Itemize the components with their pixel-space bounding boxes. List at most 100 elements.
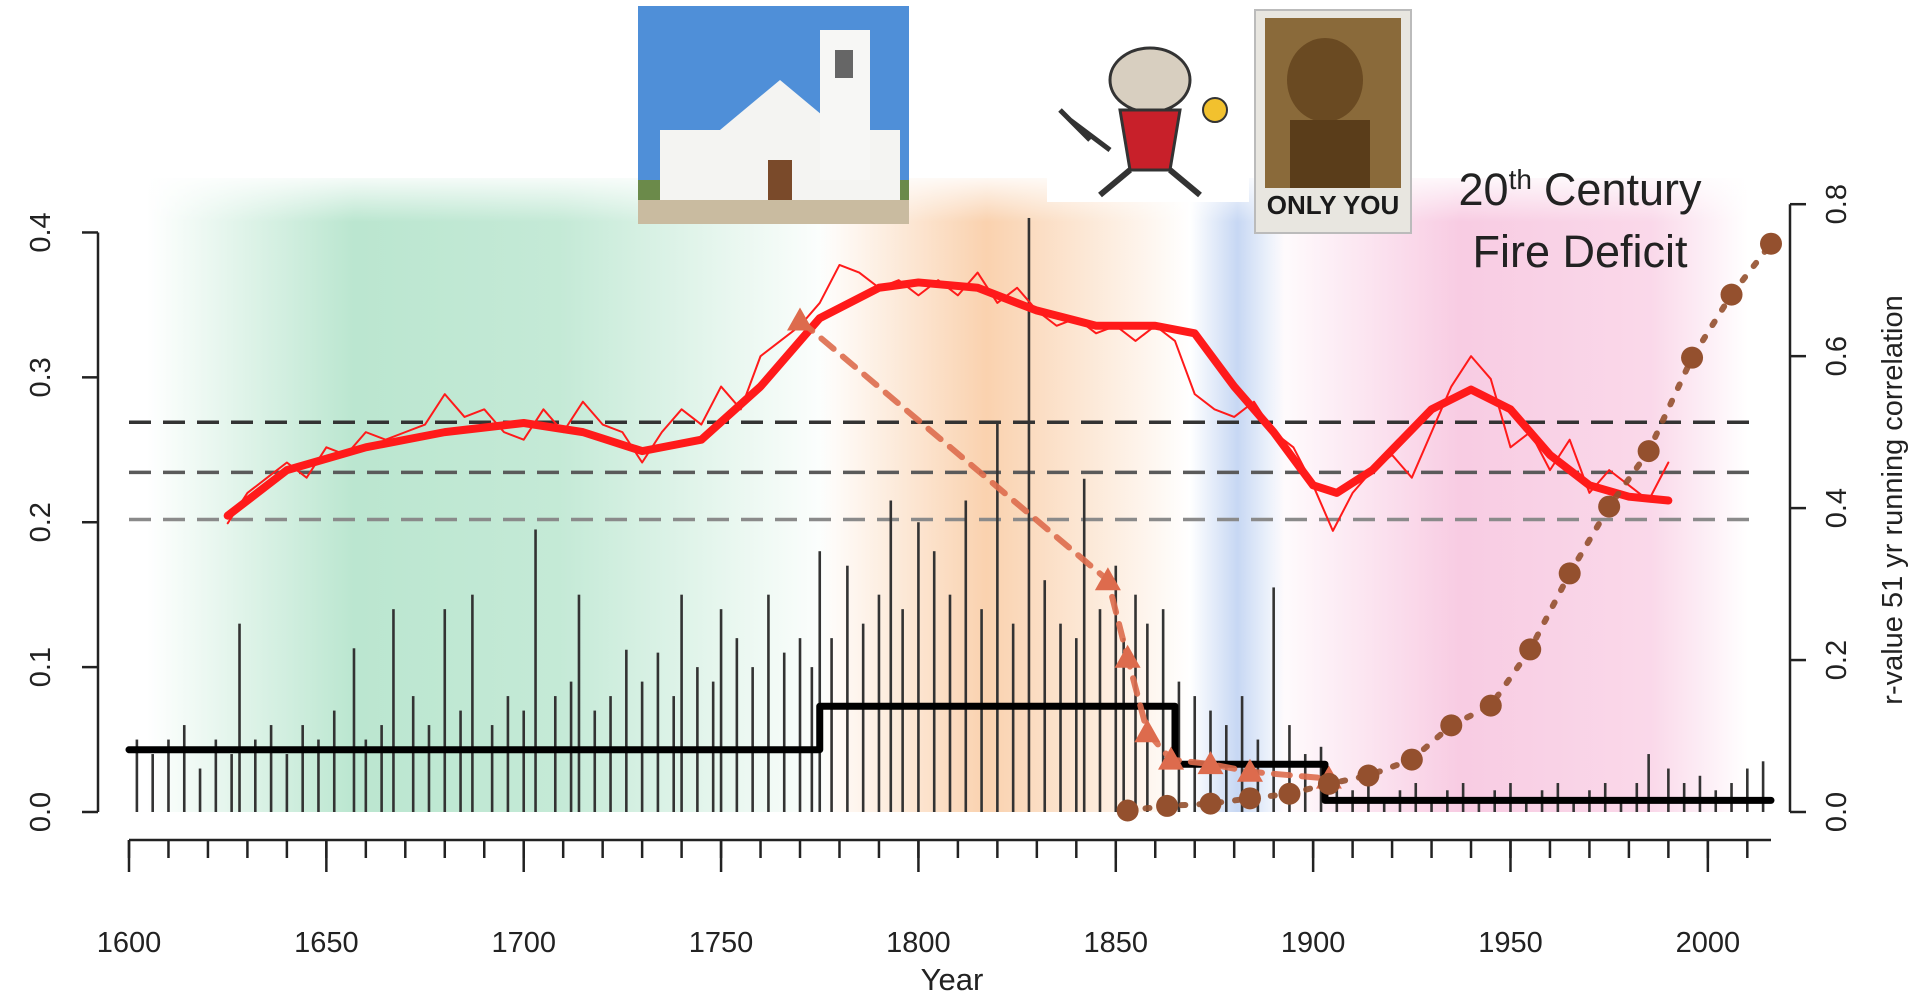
y2-tick-label: 0.6	[1821, 336, 1853, 376]
x-tick-label: 1700	[491, 927, 556, 959]
bar	[1272, 587, 1275, 812]
circle-point	[1200, 793, 1222, 815]
bear-head	[1287, 38, 1363, 122]
y2-tick-label: 0.8	[1821, 184, 1853, 224]
bar	[301, 725, 304, 812]
body	[1120, 110, 1180, 170]
bar	[534, 529, 537, 812]
bar	[980, 609, 983, 812]
bar	[901, 609, 904, 812]
x-axis-title: Year	[921, 962, 984, 997]
bar	[428, 725, 431, 812]
bar	[609, 696, 612, 812]
bar	[491, 725, 494, 812]
bar	[1012, 624, 1015, 812]
y-tick-label: 0.0	[25, 792, 57, 832]
bar	[1075, 638, 1078, 812]
bar	[799, 638, 802, 812]
bar	[783, 653, 786, 812]
y2-tick-label: 0.0	[1821, 792, 1853, 832]
bar	[767, 595, 770, 812]
circle-point	[1357, 765, 1379, 787]
bar	[1099, 609, 1102, 812]
annotation-word: Century	[1544, 164, 1702, 215]
bar	[353, 648, 356, 812]
annotation-number: 20	[1459, 164, 1509, 215]
circle-point	[1278, 783, 1300, 805]
bar	[917, 522, 920, 812]
circle-point	[1559, 562, 1581, 584]
bar	[996, 421, 999, 812]
bar	[333, 711, 336, 812]
circle-point	[1401, 749, 1423, 771]
bar	[270, 725, 273, 812]
bar	[1193, 696, 1196, 812]
bar	[1059, 624, 1062, 812]
head	[1110, 48, 1190, 112]
bar	[199, 769, 202, 812]
x-tick-label: 2000	[1676, 927, 1741, 959]
poster-image: ONLY YOU	[1255, 10, 1411, 233]
y2-axis-title: r-value 51 yr running correlation	[1877, 295, 1909, 704]
annotation-line-2: Fire Deficit	[1472, 226, 1688, 277]
bar	[933, 551, 936, 812]
bar	[889, 501, 892, 813]
y-tick-label: 0.2	[25, 502, 57, 542]
bar	[1762, 761, 1765, 812]
bar	[811, 667, 814, 812]
x-tick-label: 1850	[1084, 927, 1149, 959]
circle-point	[1156, 795, 1178, 817]
circle-point	[1681, 347, 1703, 369]
x-tick-label: 1900	[1281, 927, 1346, 959]
bar	[392, 609, 395, 812]
bar	[964, 501, 967, 813]
bar	[286, 754, 289, 812]
bear-body	[1290, 120, 1370, 188]
circle-point	[1598, 496, 1620, 518]
y-tick-label: 0.3	[25, 357, 57, 397]
y-tick-label: 0.1	[25, 647, 57, 687]
bar	[751, 667, 754, 812]
bar	[736, 638, 739, 812]
y2-tick-label: 0.4	[1821, 488, 1853, 528]
bar	[578, 595, 581, 812]
bar	[830, 638, 833, 812]
bar	[1043, 580, 1046, 812]
bar	[593, 711, 596, 812]
bar	[1162, 609, 1165, 812]
bar	[471, 595, 474, 812]
bar	[522, 711, 525, 812]
bar	[846, 566, 849, 812]
mission-image	[638, 6, 909, 224]
bar	[1699, 776, 1702, 812]
bar	[625, 650, 628, 812]
circle-point	[1519, 638, 1541, 660]
bar	[862, 624, 865, 812]
bar	[1083, 479, 1086, 812]
circle-point	[1760, 233, 1782, 255]
circle-point	[1318, 773, 1340, 795]
circle-point	[1440, 714, 1462, 736]
circle-point	[1721, 284, 1743, 306]
circle-point	[1117, 799, 1139, 821]
bar	[680, 595, 683, 812]
circle-point	[1638, 440, 1660, 462]
bar	[412, 696, 415, 812]
bar	[230, 754, 233, 812]
annotation-suffix: th	[1509, 164, 1532, 195]
door	[768, 160, 792, 200]
x-tick-label: 1750	[689, 927, 754, 959]
circle-point	[1239, 787, 1261, 809]
bar	[443, 609, 446, 812]
bar	[1746, 769, 1749, 812]
y2-tick-label: 0.2	[1821, 640, 1853, 680]
bar	[459, 711, 462, 812]
x-tick-label: 1650	[294, 927, 359, 959]
bar	[151, 754, 154, 812]
bar	[183, 725, 186, 812]
bar	[554, 696, 557, 812]
circle-point	[1480, 695, 1502, 717]
y-tick-label: 0.4	[25, 212, 57, 252]
bar	[696, 667, 699, 812]
path	[638, 200, 909, 224]
